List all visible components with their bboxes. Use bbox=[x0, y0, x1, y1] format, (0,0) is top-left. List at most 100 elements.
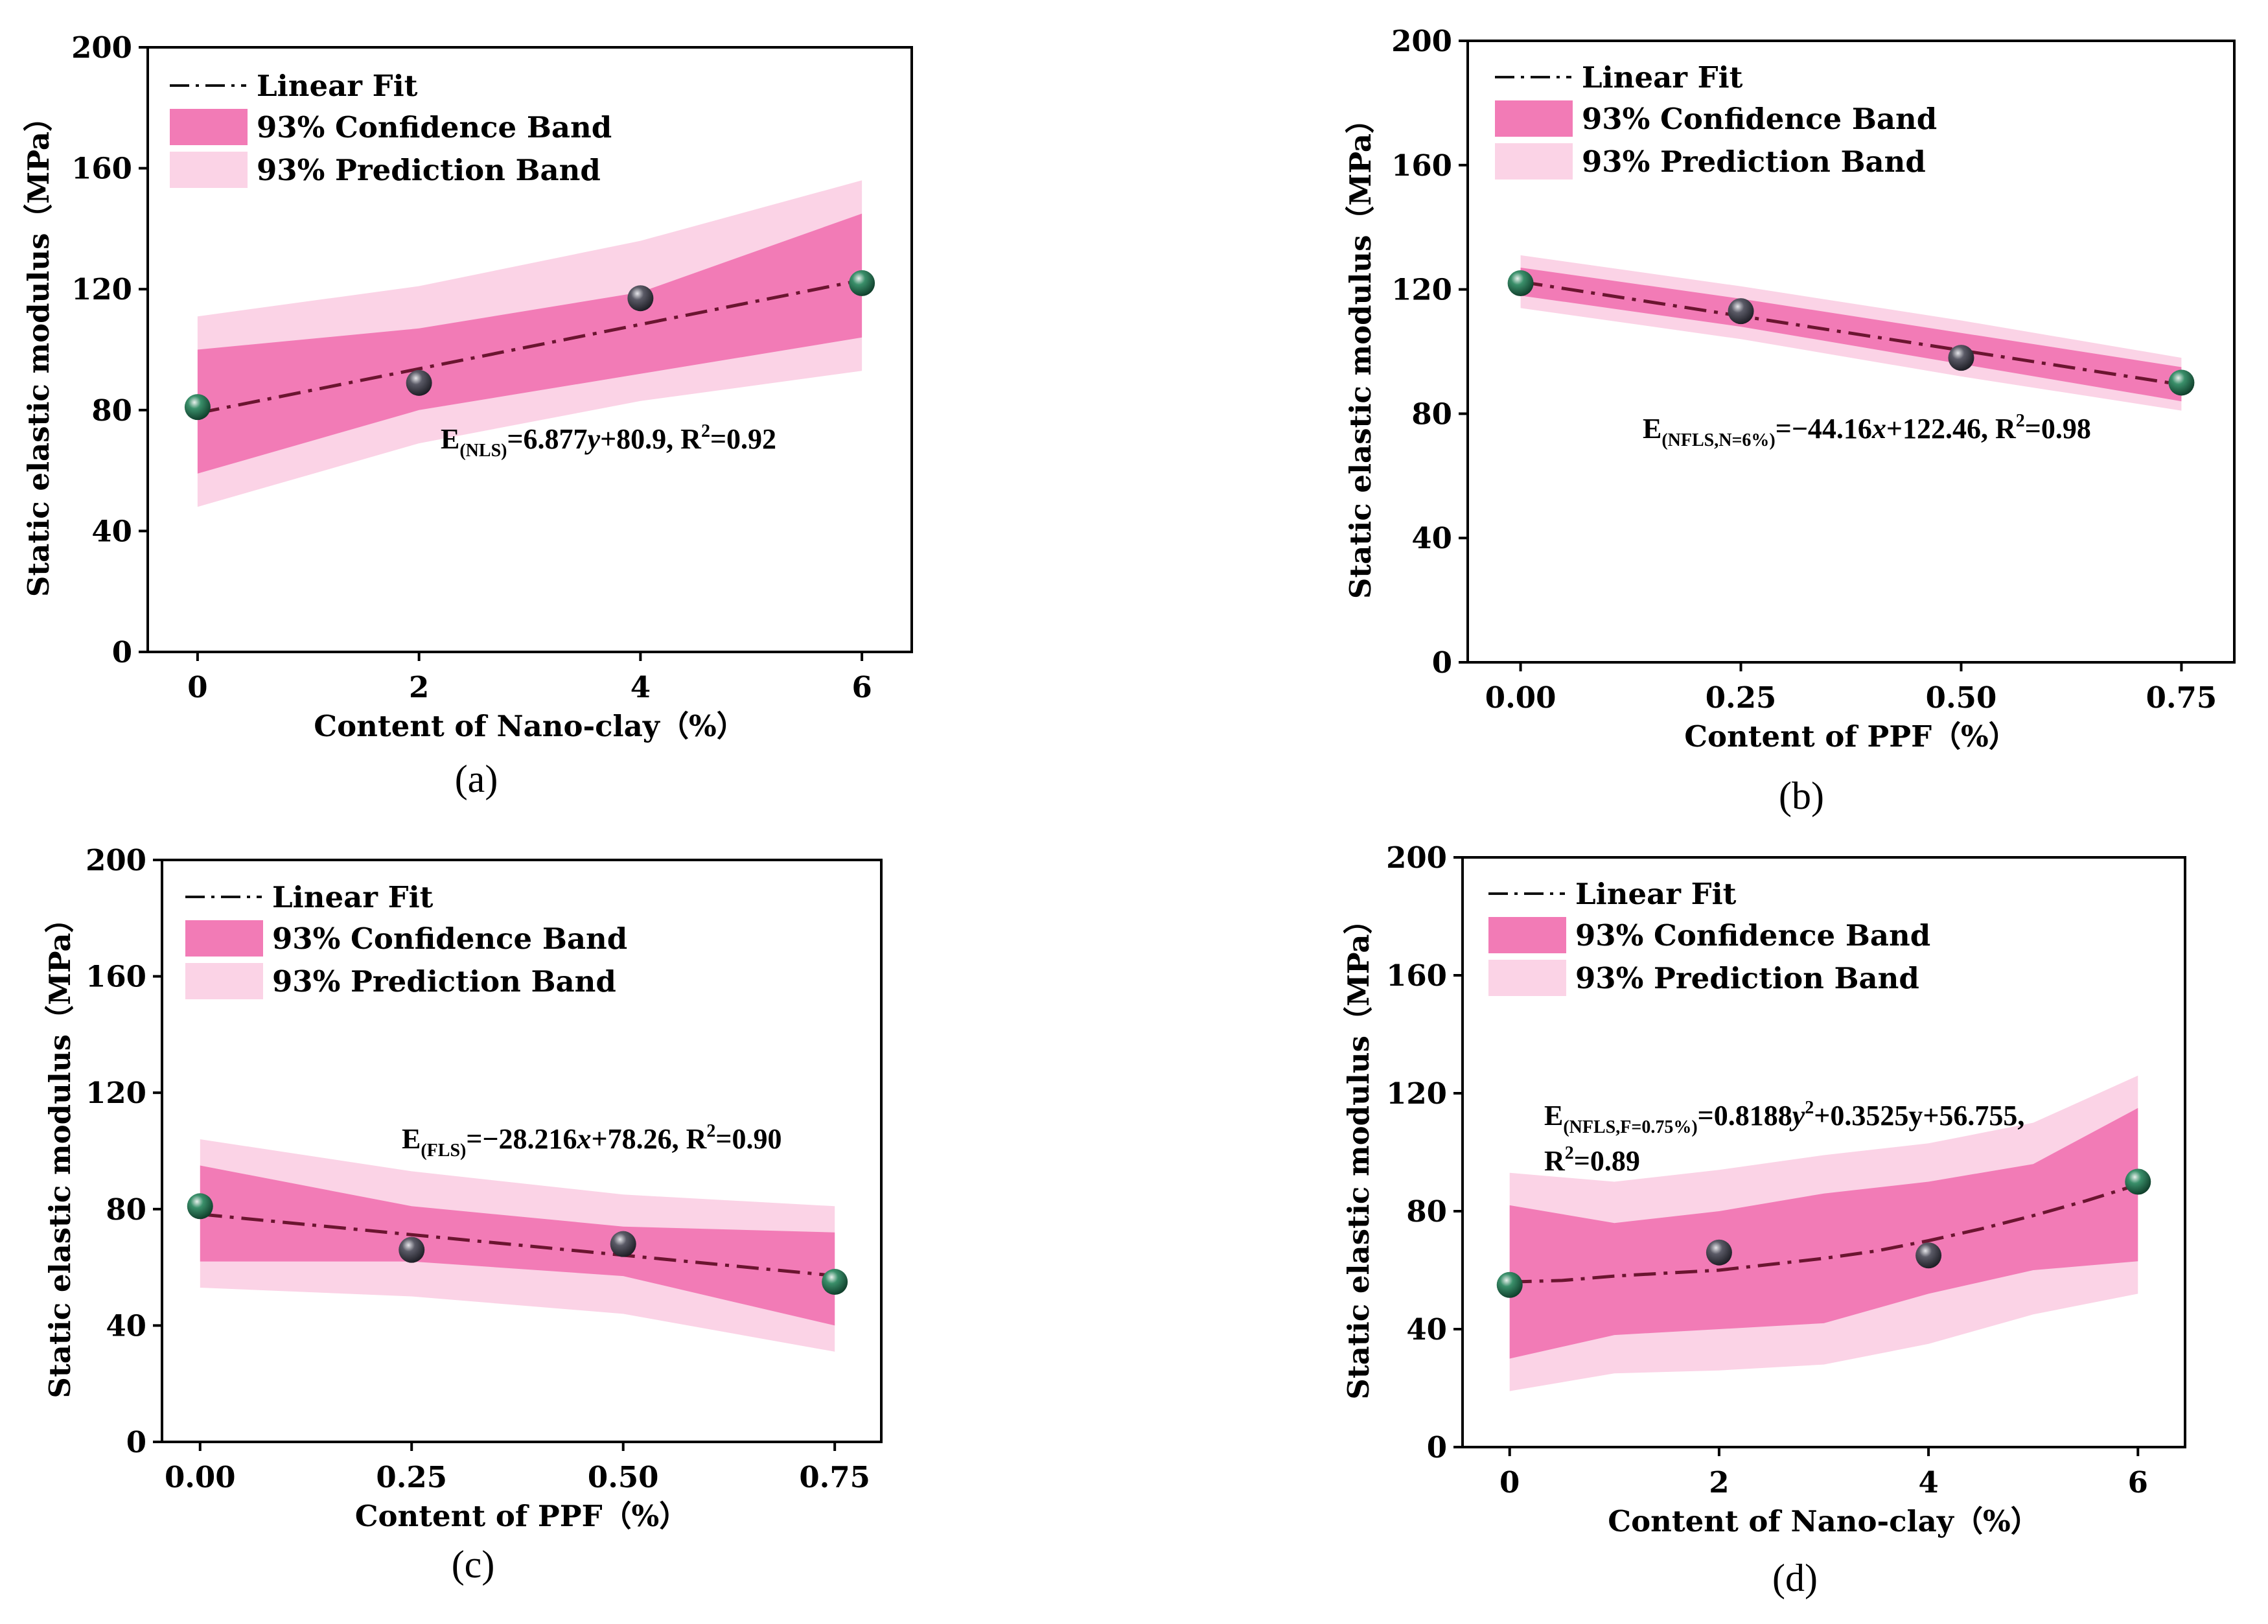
legend-entry: 93% Confidence Band bbox=[257, 110, 612, 145]
fit-equation: E(NFLS,F=0.75%)=0.8188y2+0.3525y+56.755, bbox=[1544, 1098, 2024, 1137]
legend-entry: 93% Prediction Band bbox=[1575, 961, 1919, 995]
y-axis-title: Static elastic modulus（MPa） bbox=[1341, 905, 1376, 1399]
legend-entry: Linear Fit bbox=[272, 880, 434, 914]
x-tick-label: 0.75 bbox=[799, 1460, 870, 1494]
chart-panel-c: 0.00 0.25 0.50 0.75 0 40 80 120 160 200 Content of… bbox=[43, 843, 883, 1586]
fit-equation: R2=0.89 bbox=[1544, 1143, 1640, 1177]
fit-equation: E(FLS)=−28.216x+78.26, R2=0.90 bbox=[402, 1121, 781, 1161]
y-tick-label: 200 bbox=[1391, 24, 1452, 58]
x-tick-label: 0.00 bbox=[1485, 680, 1556, 715]
legend-confidence-swatch bbox=[1495, 100, 1573, 137]
data-point bbox=[610, 1231, 636, 1257]
linear-fit-line bbox=[197, 278, 862, 415]
legend-prediction-swatch bbox=[170, 152, 248, 188]
data-point bbox=[1496, 1271, 1523, 1298]
data-point bbox=[184, 394, 211, 421]
x-tick-label: 2 bbox=[1709, 1465, 1729, 1500]
y-tick-label: 200 bbox=[71, 30, 132, 65]
legend-entry: 93% Prediction Band bbox=[272, 964, 616, 999]
data-point bbox=[2125, 1168, 2151, 1195]
y-axis-title: Static elastic modulus（MPa） bbox=[43, 903, 77, 1398]
y-tick-label: 160 bbox=[1391, 148, 1452, 183]
data-point bbox=[1728, 298, 1754, 325]
legend-prediction-swatch bbox=[1488, 960, 1566, 996]
legend-confidence-swatch bbox=[1488, 917, 1566, 953]
fit-equation: E(NLS)=6.877y+80.9, R2=0.92 bbox=[441, 421, 776, 461]
legend-entry: 93% Confidence Band bbox=[1582, 102, 1937, 136]
y-tick-label: 40 bbox=[1411, 521, 1452, 555]
x-tick-label: 0.00 bbox=[165, 1460, 236, 1494]
y-tick-label: 200 bbox=[86, 843, 146, 877]
legend-confidence-swatch bbox=[170, 109, 248, 145]
confidence-band bbox=[200, 1165, 835, 1326]
y-tick-label: 0 bbox=[1427, 1430, 1447, 1465]
y-tick-label: 160 bbox=[1386, 958, 1447, 993]
y-tick-label: 40 bbox=[106, 1308, 146, 1343]
x-tick-label: 6 bbox=[851, 670, 872, 704]
data-point bbox=[406, 369, 432, 396]
x-axis-title: Content of PPF（%） bbox=[1684, 719, 2018, 754]
confidence-band bbox=[197, 213, 862, 474]
x-tick-label: 0.50 bbox=[1926, 680, 1997, 715]
y-tick-label: 40 bbox=[91, 514, 132, 548]
y-tick-label: 0 bbox=[126, 1425, 146, 1459]
legend: Linear Fit 93% Confidence Band 93% Predict… bbox=[185, 880, 627, 999]
panel-label: (b) bbox=[1779, 774, 1824, 817]
linear-fit-line bbox=[1520, 280, 2182, 387]
data-point bbox=[627, 285, 654, 312]
y-tick-label: 120 bbox=[1391, 273, 1452, 307]
data-point bbox=[849, 270, 875, 296]
data-point bbox=[1507, 270, 1534, 297]
data-point bbox=[1915, 1242, 1942, 1269]
legend-prediction-swatch bbox=[1495, 143, 1573, 180]
legend: Linear Fit 93% Confidence Band 93% Predict… bbox=[1488, 877, 1930, 996]
y-tick-label: 0 bbox=[112, 635, 132, 669]
legend-entry: Linear Fit bbox=[1582, 60, 1743, 95]
y-tick-label: 200 bbox=[1386, 841, 1447, 875]
x-tick-label: 0.75 bbox=[2146, 680, 2217, 715]
legend-entry: 93% Confidence Band bbox=[272, 922, 627, 956]
x-axis-title: Content of Nano-clay（%） bbox=[1608, 1504, 2039, 1538]
panel-label: (d) bbox=[1772, 1557, 1818, 1599]
data-point bbox=[399, 1236, 425, 1263]
legend-confidence-swatch bbox=[185, 920, 263, 957]
plot-frame bbox=[1461, 856, 2186, 1448]
y-tick-label: 80 bbox=[1411, 397, 1452, 431]
x-tick-label: 0.25 bbox=[376, 1460, 447, 1494]
confidence-band bbox=[1509, 1108, 2138, 1359]
y-tick-label: 80 bbox=[91, 393, 132, 428]
data-point bbox=[1948, 345, 1974, 371]
linear-fit-line bbox=[200, 1212, 835, 1278]
data-point bbox=[1706, 1239, 1732, 1266]
y-tick-label: 160 bbox=[86, 960, 146, 994]
chart-panel-d: 0 2 4 6 0 40 80 120 160 200 Content of Nano-clay（%… bbox=[1341, 841, 2186, 1599]
x-tick-label: 0.50 bbox=[588, 1460, 659, 1494]
legend-prediction-swatch bbox=[185, 963, 263, 999]
chart-panel-a: 0 2 4 6 0 40 80 120 160 200 Content of Nano-clay（%… bbox=[21, 30, 913, 800]
y-tick-label: 40 bbox=[1406, 1312, 1447, 1347]
linear-fit-line bbox=[1509, 1183, 2139, 1284]
chart-panel-b: 0.00 0.25 0.50 0.75 0 40 80 120 160 200 Content of… bbox=[1343, 24, 2236, 817]
y-axis-title: Static elastic modulus（MPa） bbox=[21, 102, 56, 597]
x-tick-label: 4 bbox=[631, 670, 651, 704]
legend-entry: Linear Fit bbox=[1575, 877, 1737, 911]
y-tick-label: 80 bbox=[106, 1192, 146, 1227]
x-tick-label: 0.25 bbox=[1706, 680, 1777, 715]
data-point bbox=[822, 1269, 848, 1295]
x-axis-title: Content of Nano-clay（%） bbox=[314, 709, 745, 743]
panel-label: (c) bbox=[452, 1543, 495, 1586]
data-point bbox=[187, 1193, 213, 1220]
y-tick-label: 80 bbox=[1406, 1194, 1447, 1229]
x-tick-label: 0 bbox=[1499, 1465, 1520, 1500]
y-tick-label: 160 bbox=[71, 152, 132, 186]
legend-entry: 93% Prediction Band bbox=[1582, 145, 1926, 179]
x-tick-label: 0 bbox=[187, 670, 207, 704]
plot-frame bbox=[161, 859, 883, 1443]
x-axis-title: Content of PPF（%） bbox=[355, 1499, 689, 1533]
plot-frame bbox=[146, 46, 913, 653]
data-point bbox=[2168, 369, 2195, 396]
legend: Linear Fit 93% Confidence Band 93% Predict… bbox=[170, 69, 612, 188]
y-axis-title: Static elastic modulus（MPa） bbox=[1343, 104, 1378, 599]
plot-frame bbox=[1466, 40, 2236, 664]
